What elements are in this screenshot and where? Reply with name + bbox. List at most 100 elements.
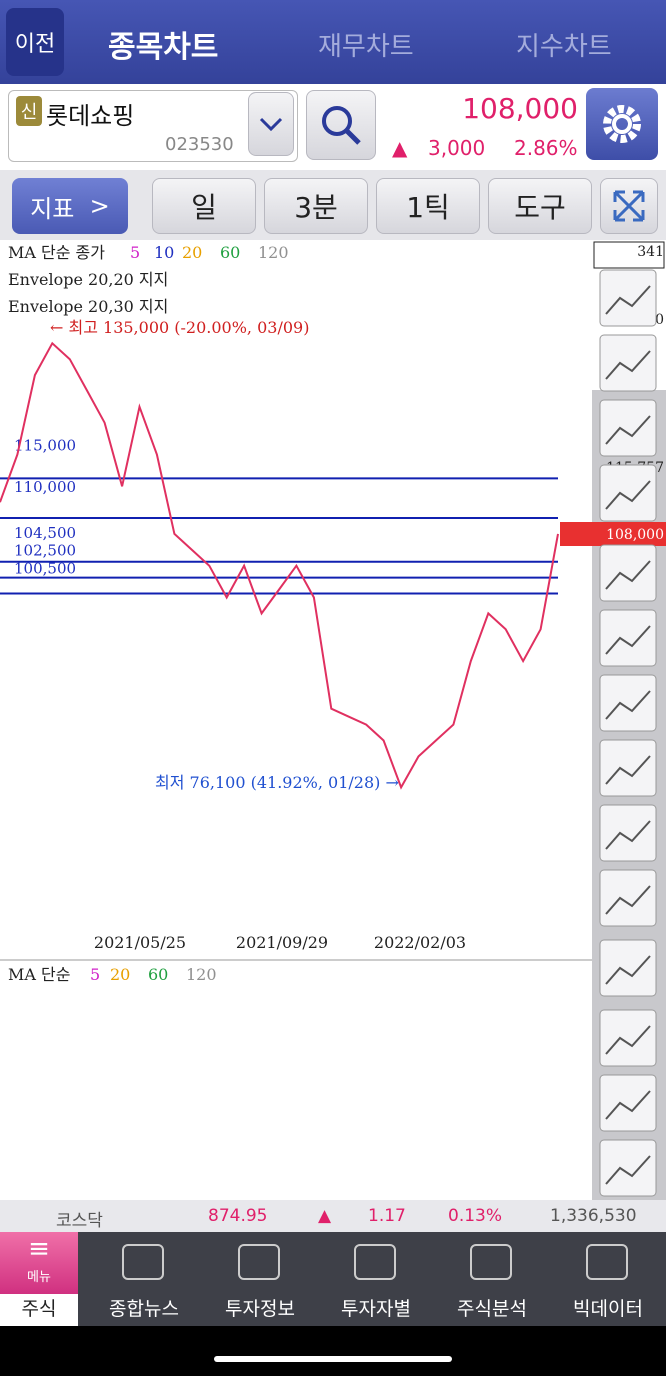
price-line (0, 341, 559, 790)
tool-icon (605, 285, 651, 315)
volume-legend-period: 5 (90, 965, 100, 984)
market-arrow: ▲ (318, 1206, 332, 1226)
volume-legend-period: 120 (186, 965, 217, 984)
dropdown-button[interactable] (248, 92, 294, 156)
header-bar (0, 0, 666, 84)
indicator-label: 지표 (30, 194, 75, 223)
tab-item[interactable]: 투자정보 (225, 1298, 295, 1320)
ma-legend-label: MA 단순 종가 (8, 243, 105, 262)
tab-active[interactable]: 종목차트 (108, 30, 219, 65)
right-label: 108,000 (606, 527, 664, 543)
tool-icon (605, 1025, 651, 1055)
tool-button[interactable] (599, 1139, 657, 1197)
tool-icon (605, 560, 651, 590)
tool-icon (605, 690, 651, 720)
envelope-legend: Envelope 20,30 지지 (8, 297, 168, 316)
level-label: 100,500 (14, 560, 76, 578)
ma-legend-period: 60 (220, 243, 240, 262)
volume-legend-period: 20 (110, 965, 130, 984)
tab-icon (238, 1244, 280, 1280)
tool-icon (605, 820, 651, 850)
tab-item[interactable]: 투자자별 (341, 1298, 411, 1320)
menu-label: 메뉴 (27, 1270, 51, 1285)
change-pct: 2.86% (514, 136, 578, 160)
market-change: 1.17 (368, 1206, 406, 1226)
tool-icon (605, 480, 651, 510)
change: 3,000 (428, 136, 486, 160)
period-button[interactable]: 일 (152, 178, 256, 234)
tool-button[interactable] (599, 739, 657, 797)
ticker-row: 코스닥 874.95 ▲ 1.17 0.13% 1,336,530 (0, 1200, 666, 1232)
tool-icon (605, 885, 651, 915)
tool-button[interactable] (599, 804, 657, 862)
tab-bar (0, 1232, 666, 1326)
tool-icon (605, 755, 651, 785)
tab-item[interactable]: 빅데이터 (573, 1298, 643, 1320)
change-arrow: ▲ (392, 136, 408, 160)
level-label: 115,000 (14, 436, 76, 454)
tool-button[interactable] (599, 869, 657, 927)
tab[interactable]: 재무차트 (318, 32, 414, 62)
market-pct: 0.13% (448, 1206, 503, 1226)
chevron-icon (259, 117, 283, 132)
tool-icon (605, 1155, 651, 1185)
ma-legend-period: 10 (154, 243, 174, 262)
tool-button[interactable] (599, 939, 657, 997)
date-label: 2022/02/03 (374, 933, 466, 952)
high-note: ← 최고 135,000 (-20.00%, 03/09) (50, 318, 309, 337)
back-button[interactable]: 이전 (6, 8, 64, 76)
tool-button[interactable] (599, 269, 657, 327)
home-indicator (214, 1356, 452, 1362)
tool-icon (605, 955, 651, 985)
ma-legend-period: 120 (258, 243, 289, 262)
settings-button[interactable] (586, 88, 658, 160)
tool-button[interactable] (599, 1074, 657, 1132)
tool-button[interactable] (599, 674, 657, 732)
credit-badge: 신 (16, 96, 42, 126)
tab-icon (586, 1244, 628, 1280)
date-label: 2021/09/29 (236, 933, 328, 952)
date-label: 2021/05/25 (94, 933, 186, 952)
market-index: 874.95 (208, 1206, 268, 1226)
search-icon (322, 106, 361, 145)
top-label-box (593, 241, 665, 269)
gear-icon (603, 105, 641, 143)
level-label: 102,500 (14, 542, 76, 560)
tab-icon (470, 1244, 512, 1280)
volume-legend-label: MA 단순 (8, 965, 70, 984)
chart-bg (0, 240, 666, 1200)
tool-icon (605, 625, 651, 655)
menu-button[interactable]: ≡ 메뉴 (0, 1232, 78, 1294)
tool-button[interactable] (599, 544, 657, 602)
tool-icon (605, 1090, 651, 1120)
minute-button[interactable]: 3분 (264, 178, 368, 234)
tick-button[interactable]: 1틱 (376, 178, 480, 234)
right-label: 341 (637, 244, 664, 260)
volume-legend-period: 60 (148, 965, 168, 984)
indicator-button[interactable]: 지표 > (12, 178, 128, 234)
low-note: 최저 76,100 (41.92%, 01/28) → (155, 773, 399, 792)
tool-icon (605, 350, 651, 380)
expand-icon (613, 190, 645, 222)
tab[interactable]: 지수차트 (516, 32, 612, 62)
search-button[interactable] (306, 90, 376, 160)
tool-button[interactable] (599, 1009, 657, 1067)
tab-icon (122, 1244, 164, 1280)
tool-button[interactable] (599, 399, 657, 457)
expand-button[interactable] (600, 178, 658, 234)
tool-button[interactable] (599, 609, 657, 667)
current-price-box (560, 522, 666, 546)
level-label: 110,000 (14, 478, 76, 496)
tab-item[interactable]: 주식분석 (457, 1298, 527, 1320)
price: 108,000 (462, 92, 578, 125)
tools-button[interactable]: 도구 (488, 178, 592, 234)
stock-name: 롯데쇼핑 (46, 102, 135, 130)
stock-code: 023530 (165, 134, 234, 155)
tab-icon (354, 1244, 396, 1280)
tool-button[interactable] (599, 464, 657, 522)
tool-button[interactable] (599, 334, 657, 392)
chart-area: MA 단순 종가 5 10 20 60 120 Envelope 20,20 지지 Envel… (0, 240, 666, 1200)
tab-item[interactable]: 종합뉴스 (109, 1298, 179, 1320)
tab-item-active[interactable]: 주식 (0, 1294, 78, 1326)
